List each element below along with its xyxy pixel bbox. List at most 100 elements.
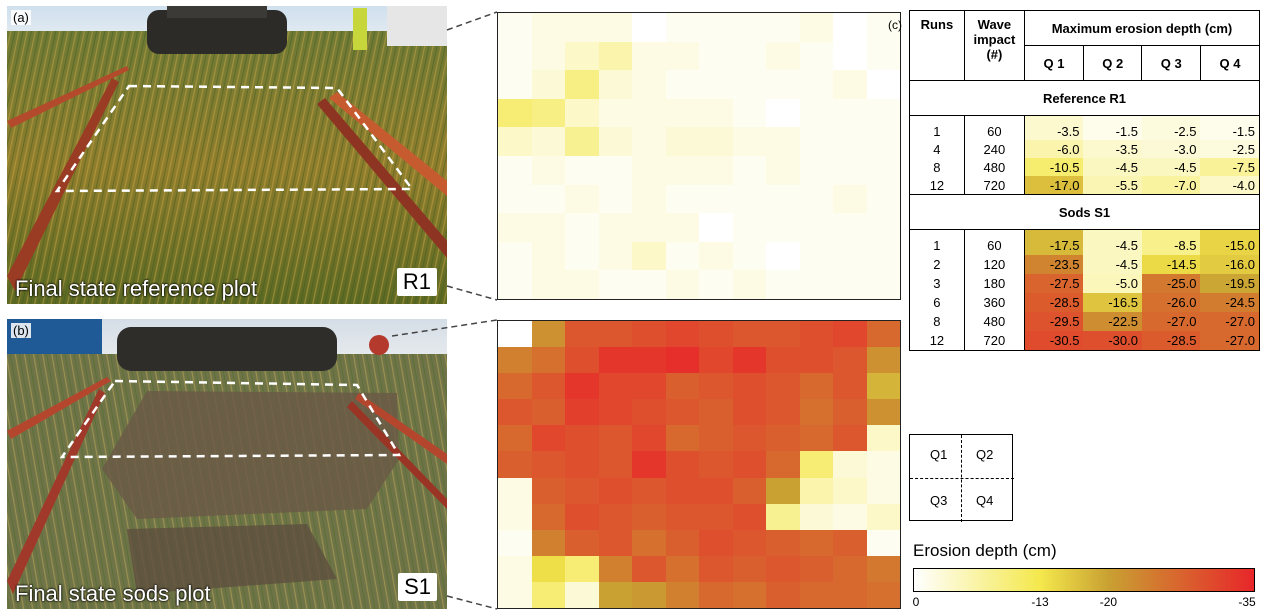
sods-heatmap-cell — [531, 451, 565, 478]
sods-plot-photo: (b) Final state sods plot S1 — [7, 319, 447, 609]
table-row: 12 720 -30.5 -30.0 -28.5 -27.0 — [909, 331, 1261, 351]
sods-heatmap-cell — [699, 321, 733, 348]
sods-heatmap-cell — [632, 555, 666, 582]
erosion-value-cell: -14.5 — [1141, 255, 1201, 274]
reference-heatmap-cell — [565, 13, 599, 42]
reference-heatmap-cell — [866, 184, 900, 214]
sods-heatmap-cell — [498, 347, 532, 374]
sods-heatmap-cell — [565, 321, 599, 348]
sods-heatmap-cell — [565, 581, 599, 608]
reference-heatmap-cell — [565, 156, 599, 185]
sods-heatmap-cell — [498, 425, 532, 452]
sods-erosion-heatmap — [497, 320, 901, 609]
sods-heatmap-cell — [598, 529, 632, 556]
reference-heatmap-cell — [598, 70, 632, 99]
reference-heatmap-cell — [732, 184, 766, 214]
reference-heatmap-cell — [598, 213, 632, 242]
impact-cell: 720 — [963, 331, 1025, 351]
erosion-value-cell: -5.0 — [1083, 274, 1142, 293]
sods-heatmap-cell — [866, 425, 900, 452]
sods-heatmap-cell — [598, 477, 632, 504]
reference-heatmap-cell — [732, 98, 766, 128]
sods-heatmap-cell — [732, 477, 766, 504]
reference-heatmap-cell — [699, 156, 733, 185]
sods-heatmap-cell — [665, 477, 699, 504]
reference-heatmap-cell — [531, 184, 565, 214]
reference-heatmap-cell — [665, 156, 699, 185]
reference-heatmap-cell — [833, 156, 867, 185]
sods-heatmap-cell — [833, 399, 867, 426]
sods-heatmap-cell — [598, 451, 632, 478]
sods-heatmap-cell — [632, 425, 666, 452]
sods-heatmap-cell — [866, 321, 900, 348]
legend-tick-label: -13 — [1031, 595, 1049, 609]
sods-heatmap-cell — [598, 581, 632, 608]
legend-tick-label: 0 — [912, 595, 920, 609]
table-row: 3 180 -27.5 -5.0 -25.0 -19.5 — [909, 274, 1261, 293]
reference-heatmap-cell — [665, 41, 699, 71]
erosion-value-cell: -8.5 — [1141, 229, 1201, 255]
legend-tick-label: -35 — [1238, 595, 1256, 609]
reference-heatmap-cell — [598, 156, 632, 185]
reference-heatmap-cell — [799, 184, 833, 214]
table-row: 6 360 -28.5 -16.5 -26.0 -24.5 — [909, 293, 1261, 312]
sods-heatmap-cell — [799, 399, 833, 426]
sods-heatmap-cell — [598, 373, 632, 400]
sods-heatmap-cell — [732, 347, 766, 374]
run-cell: 8 — [909, 312, 965, 331]
panel-c-label: (c) — [888, 18, 902, 32]
sods-heatmap-cell — [732, 503, 766, 530]
sods-heatmap-cell — [565, 555, 599, 582]
erosion-value-cell: -4.0 — [1200, 176, 1261, 195]
sods-heatmap-cell — [598, 503, 632, 530]
sods-heatmap-cell — [766, 425, 800, 452]
reference-heatmap-cell — [799, 156, 833, 185]
sods-heatmap-cell — [598, 399, 632, 426]
quadrant-key-q1: Q1 — [930, 447, 948, 462]
quadrant-key-q2: Q2 — [976, 447, 994, 462]
reference-heatmap-cell — [598, 127, 632, 156]
sods-heatmap-cell — [565, 477, 599, 504]
sods-plot-tag: S1 — [398, 573, 437, 601]
sods-heatmap-cell — [531, 581, 565, 608]
section-title: Sods S1 — [909, 194, 1260, 230]
sods-heatmap-cell — [632, 347, 666, 374]
sods-heatmap-cell — [732, 555, 766, 582]
reference-heatmap-cell — [565, 241, 599, 271]
sods-heatmap-cell — [665, 373, 699, 400]
sods-heatmap-cell — [732, 529, 766, 556]
reference-heatmap-cell — [699, 213, 733, 242]
sods-heatmap-cell — [699, 529, 733, 556]
erosion-value-cell: -4.5 — [1083, 255, 1142, 274]
reference-heatmap-cell — [632, 241, 666, 271]
sods-heatmap-cell — [699, 451, 733, 478]
reference-heatmap-cell — [498, 241, 532, 271]
sods-heatmap-cell — [531, 347, 565, 374]
sods-heatmap-cell — [799, 451, 833, 478]
sods-heatmap-cell — [665, 529, 699, 556]
sods-heatmap-cell — [632, 321, 666, 348]
sods-heatmap-cell — [531, 477, 565, 504]
sods-heatmap-cell — [498, 503, 532, 530]
sods-heatmap-cell — [833, 555, 867, 582]
sods-heatmap-cell — [699, 425, 733, 452]
reference-heatmap-cell — [699, 13, 733, 42]
reference-heatmap-cell — [766, 98, 800, 128]
reference-heatmap-cell — [598, 98, 632, 128]
sods-heatmap-cell — [665, 347, 699, 374]
sods-heatmap-cell — [732, 451, 766, 478]
sods-heatmap-cell — [632, 529, 666, 556]
impact-cell: 360 — [963, 293, 1025, 312]
reference-heatmap-cell — [498, 156, 532, 185]
impact-cell: 720 — [963, 176, 1025, 195]
sods-heatmap-cell — [565, 399, 599, 426]
reference-heatmap-cell — [732, 13, 766, 42]
run-cell: 12 — [909, 331, 965, 351]
erosion-value-cell: -19.5 — [1200, 274, 1261, 293]
sods-plot-image — [7, 319, 447, 609]
reference-heatmap-cell — [866, 213, 900, 242]
legend-title: Erosion depth (cm) — [913, 541, 1057, 560]
sods-heatmap-cell — [866, 399, 900, 426]
reference-heatmap-cell — [598, 241, 632, 271]
